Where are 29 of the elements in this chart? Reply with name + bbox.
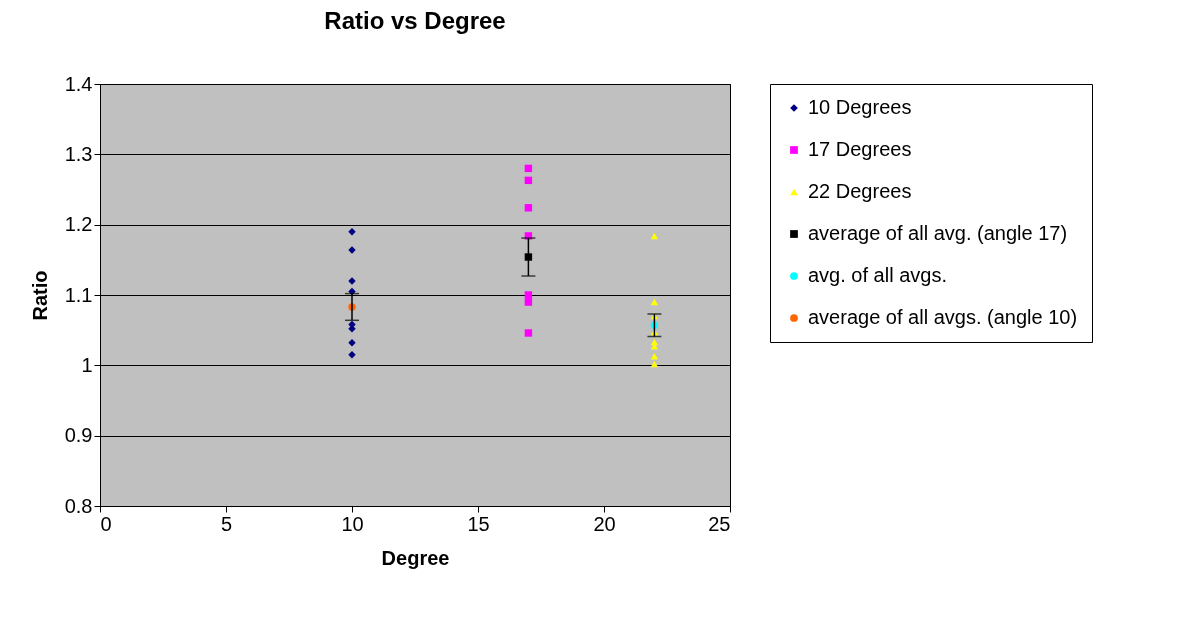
legend-label: 22 Degrees [808,180,912,202]
y-tick-label: 0.8 [64,494,93,517]
point [650,360,659,368]
y-tick-label: 1 [81,353,93,376]
x-axis-title: Degree [381,546,450,569]
y-tick-label: 0.9 [64,424,93,447]
point [524,298,533,306]
y-tick-label: 1.2 [64,213,93,236]
y-axis-title: Ratio [28,270,51,321]
legend-label: 10 Degrees [808,96,912,118]
legend-label: average of all avg. (angle 17) [808,222,1068,244]
point [650,298,659,306]
point [348,287,356,296]
point [524,329,533,337]
x-tick-label: 15 [467,512,490,535]
y-tick-label: 1.3 [64,142,93,165]
x-tick-label: 20 [593,512,616,535]
point [348,227,356,236]
point [650,232,659,240]
x-tick-label: 5 [220,512,233,535]
y-tick-label: 1.1 [64,283,93,306]
legend-label: average of all avgs. (angle 10) [808,306,1078,328]
x-tick-label: 0 [100,512,112,535]
legend-label: 17 Degrees [808,138,912,160]
y-tick-label: 1.4 [64,72,93,95]
chart-title: Ratio vs Degree [324,7,506,34]
legend-label: avg. of all avgs. [808,264,947,286]
x-tick-label: 25 [708,512,731,535]
x-tick-label: 10 [341,512,364,535]
